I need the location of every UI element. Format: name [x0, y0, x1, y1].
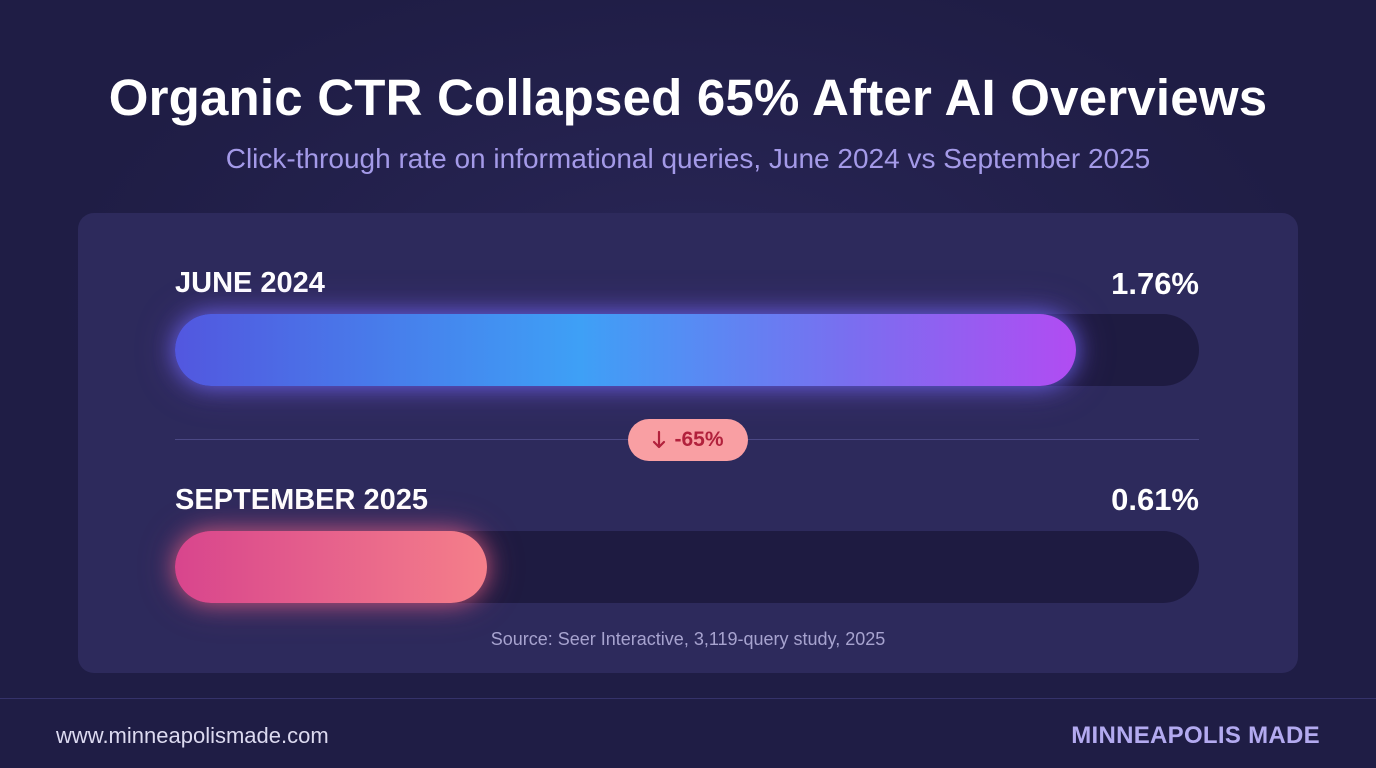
bar-value-june-2024: 1.76% — [1111, 266, 1199, 301]
bar-label-june-2024: JUNE 2024 — [175, 267, 325, 299]
bar-track-june-2024 — [175, 314, 1199, 386]
source-note: Source: Seer Interactive, 3,119-query st… — [490, 629, 886, 649]
change-badge-text: -65% — [674, 428, 724, 451]
bar-fill-june-2024 — [175, 314, 1076, 386]
arrow-down-icon — [653, 430, 666, 449]
chart-subtitle: Click-through rate on informational quer… — [225, 143, 1151, 174]
change-badge: -65% — [628, 419, 748, 461]
chart-panel: JUNE 2024 1.76% -65% SEPTEMBER 2025 0.61… — [78, 213, 1298, 673]
chart-title: Organic CTR Collapsed 65% After AI Overv… — [108, 69, 1268, 126]
footer-brand: MINNEAPOLIS MADE — [1071, 722, 1320, 749]
bar-value-september-2025: 0.61% — [1111, 482, 1199, 517]
footer-divider — [0, 698, 1376, 699]
footer-url: www.minneapolismade.com — [56, 723, 329, 748]
bar-track-september-2025 — [175, 531, 1199, 603]
bar-fill-september-2025 — [175, 531, 487, 603]
bar-label-september-2025: SEPTEMBER 2025 — [175, 484, 429, 516]
